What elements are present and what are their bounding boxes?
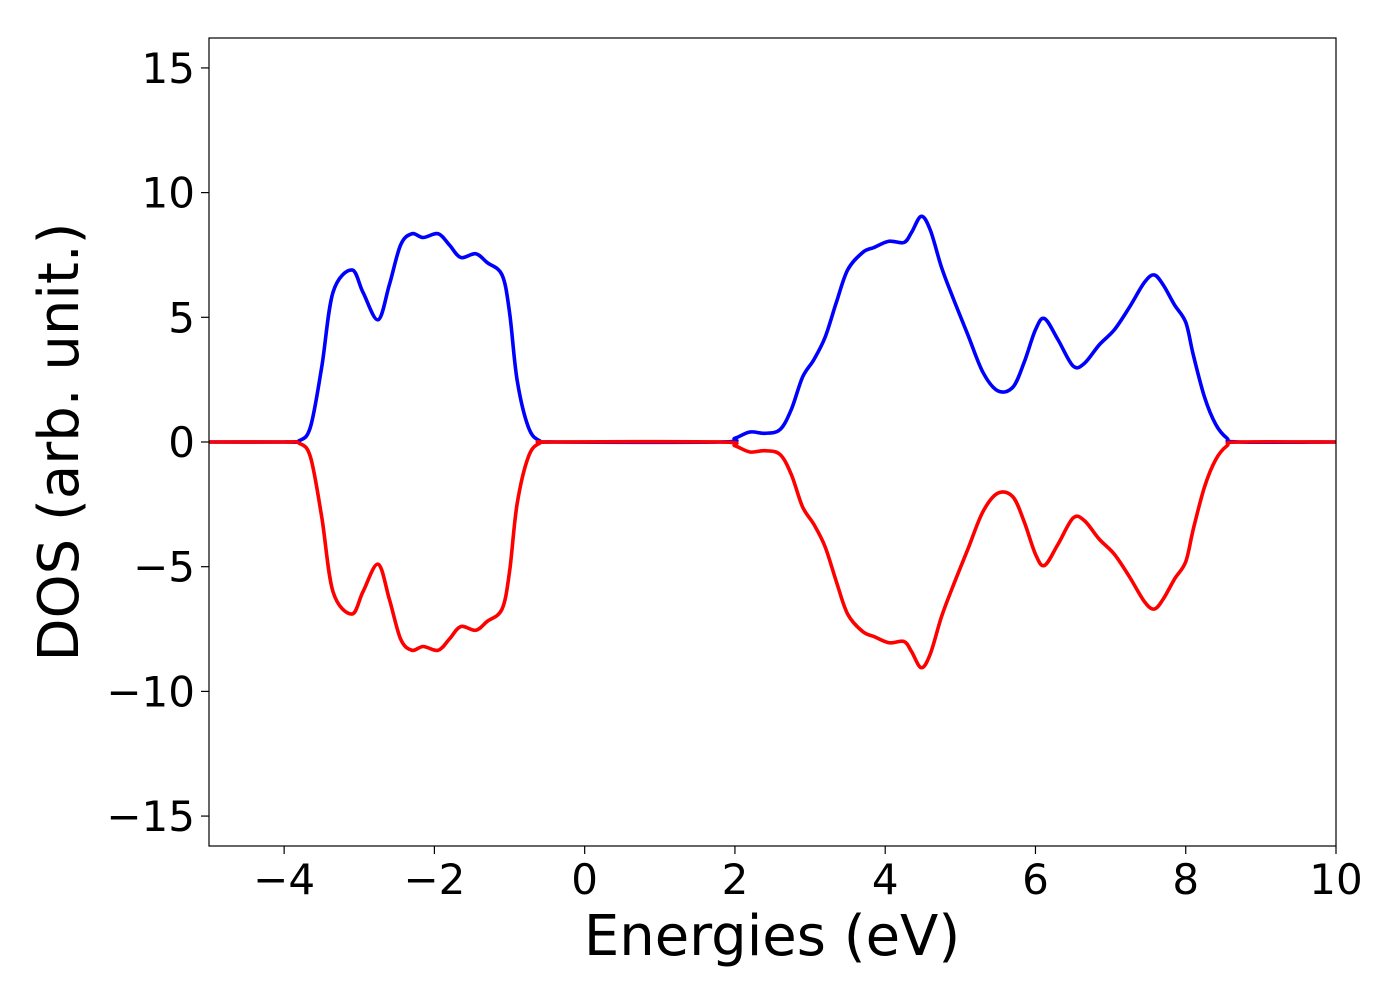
x-axis-ticks: −4 −2 0 2 4 6 8 10: [253, 846, 1363, 904]
y-tick-label: 15: [142, 44, 195, 93]
series-line-2: [209, 439, 1336, 670]
y-tick-label: −10: [106, 667, 195, 716]
x-tick-label: 4: [872, 855, 899, 904]
plot-background: [209, 38, 1336, 846]
plot-frame: [208, 37, 1337, 847]
x-axis-label: Energies (eV): [584, 904, 960, 969]
y-tick-label: 0: [168, 418, 195, 467]
y-axis-ticks: 15 10 5 0 −5 −10 −15: [106, 44, 209, 841]
series-layer: [209, 214, 1336, 670]
y-tick-label: −15: [106, 792, 195, 841]
y-tick-label: 5: [168, 293, 195, 342]
x-tick-label: 6: [1022, 855, 1049, 904]
y-tick-label: 10: [142, 169, 195, 218]
x-tick-label: −4: [253, 855, 315, 904]
x-tick-label: 2: [722, 855, 749, 904]
y-tick-label: −5: [133, 543, 195, 592]
y-axis-label: DOS (arb. unit.): [27, 222, 92, 661]
x-tick-label: −2: [403, 855, 465, 904]
x-tick-label: 10: [1309, 855, 1362, 904]
series-line-1: [209, 214, 1336, 445]
x-tick-label: 8: [1172, 855, 1199, 904]
x-tick-label: 0: [571, 855, 598, 904]
